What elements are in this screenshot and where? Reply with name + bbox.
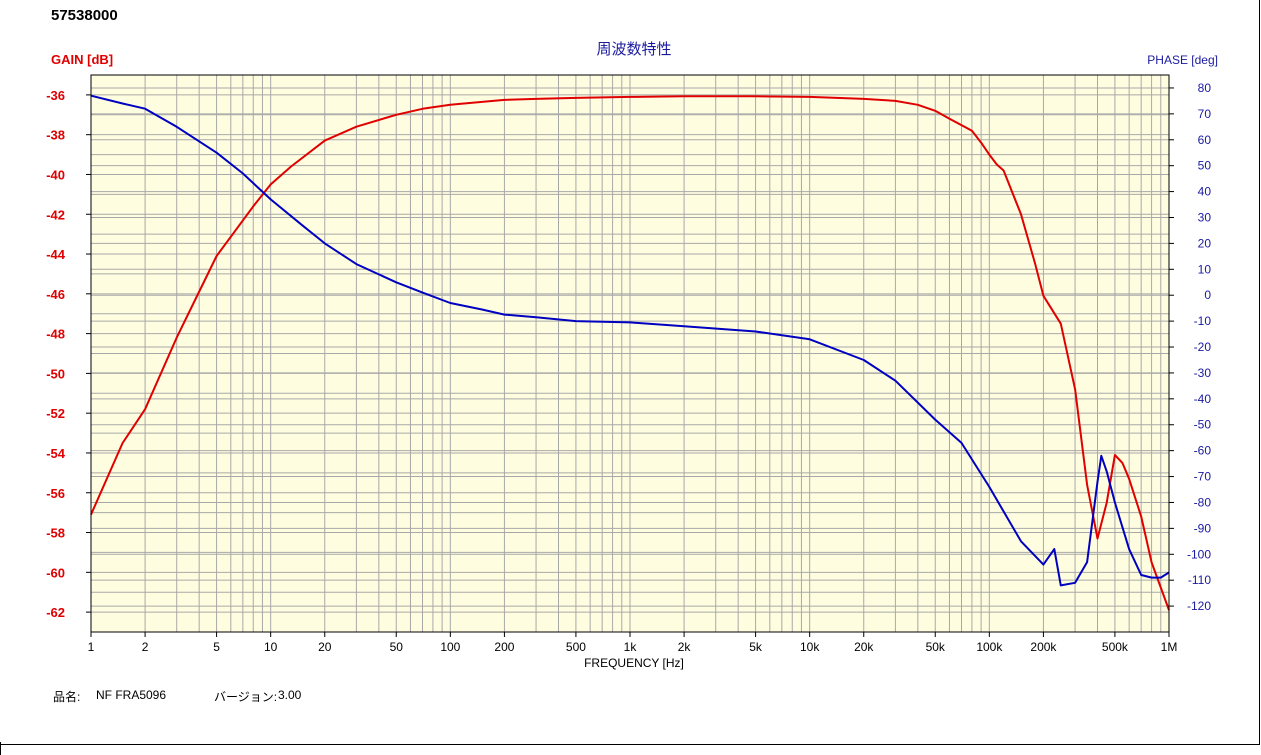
x-tick-label: 50 (390, 640, 404, 654)
y-right-tick-label: -40 (1194, 392, 1212, 406)
y-left-tick-label: -46 (46, 287, 65, 302)
x-tick-label: 1M (1161, 640, 1178, 654)
y-left-tick-label: -58 (46, 526, 65, 541)
y-left-tick-label: -52 (46, 406, 65, 421)
version-value: 3.00 (278, 688, 302, 702)
y-right-tick-label: 60 (1198, 133, 1212, 147)
y-left-tick-label: -60 (46, 565, 65, 580)
y-right-tick-label: 20 (1198, 236, 1212, 250)
y-left-tick-label: -62 (46, 605, 65, 620)
x-tick-label: 200 (494, 640, 514, 654)
y-right-tick-label: 40 (1198, 185, 1212, 199)
y-right-tick-label: -60 (1194, 444, 1212, 458)
y-left-tick-label: -42 (46, 207, 65, 222)
x-tick-label: 2 (142, 640, 149, 654)
x-tick-label: 1k (624, 640, 638, 654)
series-layer (90, 94, 1170, 611)
y-right-tick-label: -90 (1194, 521, 1212, 535)
y-right-tick-label: -120 (1187, 599, 1211, 613)
x-tick-label: 500 (566, 640, 586, 654)
y-right-tick-label: 10 (1198, 262, 1212, 276)
y-left-tick-label: -44 (46, 247, 66, 262)
product-label: 品名: (53, 690, 81, 704)
y-right-tick-label: -10 (1194, 314, 1212, 328)
product-value: NF FRA5096 (96, 688, 167, 702)
y-left-tick-label: -36 (46, 88, 65, 103)
y-left-tick-label: -56 (46, 486, 65, 501)
y-right-tick-label: -80 (1194, 495, 1212, 509)
y-left-tick-label: -50 (46, 366, 65, 381)
x-tick-label: 20k (854, 640, 874, 654)
version-label: バージョン: (214, 690, 278, 704)
y-right-tick-label: -50 (1194, 418, 1212, 432)
y-right-tick-label: 80 (1198, 81, 1212, 95)
y-left-tick-label: -40 (46, 167, 65, 182)
chart-title: 周波数特性 (596, 41, 671, 58)
y-left-tick-label: -48 (46, 327, 65, 342)
gain-series-line (90, 95, 1170, 611)
phase-series-line (90, 94, 1170, 587)
y-axis-right: 80 70 60 50 40 30 20 10 0 -10 -20 -30 -40 -50 -60 -70 -8… (1169, 81, 1211, 613)
y-right-tick-label: -20 (1194, 340, 1212, 354)
frame-edge (0, 742, 1, 755)
y-right-tick-label: -100 (1187, 547, 1211, 561)
y-right-tick-label: 70 (1198, 107, 1212, 121)
x-axis-title: FREQUENCY [Hz] (584, 656, 684, 670)
y-axis-left-title: GAIN [dB] (51, 52, 113, 67)
x-tick-label: 10k (800, 640, 820, 654)
y-axis-right-title: PHASE [deg] (1147, 53, 1218, 67)
y-right-tick-label: 0 (1204, 288, 1211, 302)
y-right-tick-label: -30 (1194, 366, 1212, 380)
record-id: 57538000 (51, 7, 118, 24)
x-tick-label: 50k (926, 640, 946, 654)
x-tick-label: 5 (213, 640, 220, 654)
x-tick-label: 200k (1030, 640, 1057, 654)
x-tick-label: 100k (976, 640, 1003, 654)
x-tick-label: 20 (318, 640, 332, 654)
y-right-tick-label: -110 (1188, 573, 1211, 587)
x-tick-label: 1 (88, 640, 95, 654)
y-left-tick-label: -38 (46, 128, 65, 143)
y-right-tick-label: 50 (1198, 159, 1212, 173)
x-tick-label: 10 (264, 640, 278, 654)
x-tick-label: 5k (749, 640, 763, 654)
x-tick-label: 2k (678, 640, 692, 654)
x-axis: 1 2 5 10 20 50 100 200 500 1k 2k 5k 10k 20k 50k 100k 200… (88, 632, 1178, 654)
y-right-tick-label: 30 (1198, 210, 1212, 224)
x-tick-label: 500k (1102, 640, 1129, 654)
y-right-tick-label: -70 (1194, 470, 1212, 484)
y-left-tick-label: -54 (46, 446, 66, 461)
y-axis-left: -36 -38 -40 -42 -44 -46 -48 -50 -52 -54 -56 -58 -60 -… (46, 88, 91, 620)
x-tick-label: 100 (440, 640, 460, 654)
